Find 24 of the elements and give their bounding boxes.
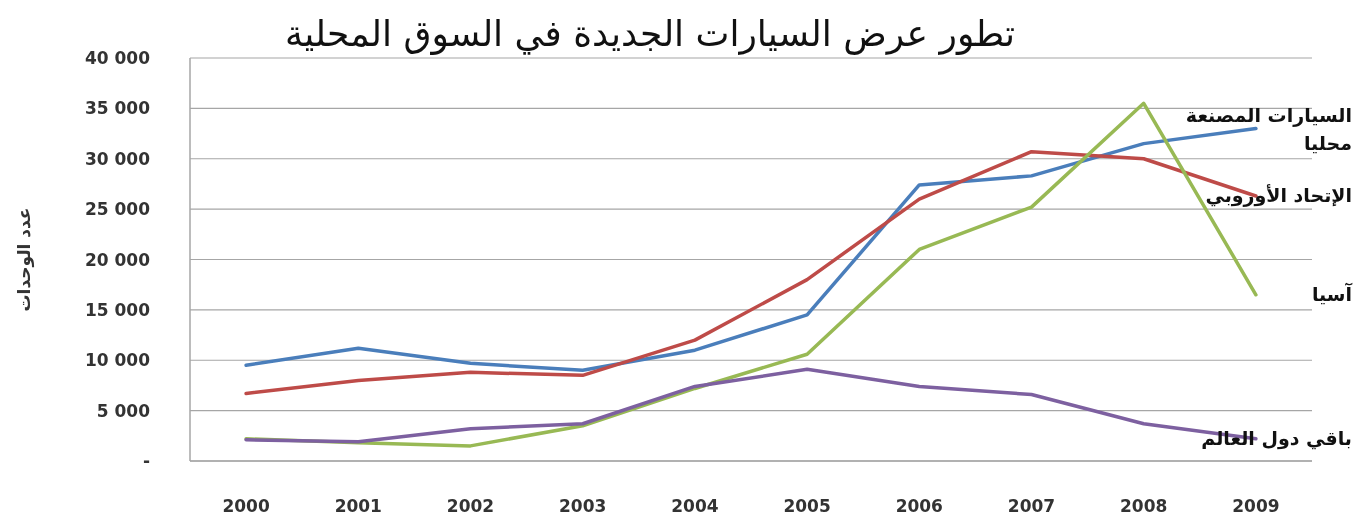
y-tick-label: 15 000	[84, 299, 151, 320]
x-tick-label: 2000	[222, 496, 270, 516]
x-tick-label: 2009	[1232, 496, 1280, 516]
y-tick-label: -	[142, 451, 150, 471]
y-tick-label: 40 000	[84, 48, 151, 68]
x-tick-label: 2005	[783, 496, 831, 516]
y-tick-label: 10 000	[84, 350, 151, 371]
series-label: الإتحاد الأوروبي	[1205, 184, 1352, 208]
y-tick-label: 35 000	[84, 98, 151, 119]
text: آسيا	[1311, 281, 1353, 305]
x-tick-label: 2004	[671, 496, 719, 516]
x-tick-label: 2006	[895, 496, 943, 516]
series-label: السيارات المصنعة محليا	[1185, 103, 1352, 154]
y-tick-label: 30 000	[84, 148, 151, 169]
chart-title: تطور عرض السيارات الجديدة في السوق المحلية	[284, 13, 1016, 55]
y-tick-label: 5 000	[96, 400, 151, 421]
x-tick-label: 2002	[446, 496, 495, 516]
x-tick-label: 2007	[1007, 496, 1056, 516]
x-tick-label: 2003	[559, 496, 607, 516]
x-tick-label: 2008	[1120, 496, 1168, 516]
y-tick-label: 20 000	[84, 249, 151, 270]
x-tick-label: 2001	[334, 496, 382, 516]
y-tick-label: 25 000	[84, 199, 151, 220]
y-axis-title: عدد الوحدات	[14, 207, 35, 312]
